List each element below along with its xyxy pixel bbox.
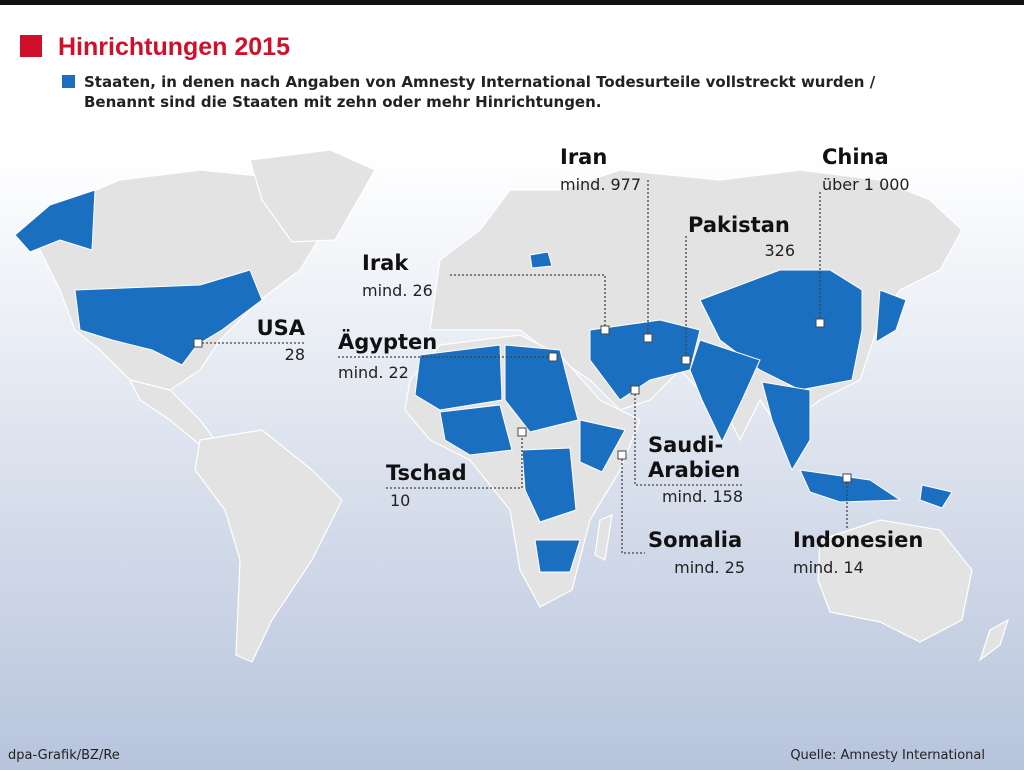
country-name: USA bbox=[257, 316, 306, 340]
source: Quelle: Amnesty International bbox=[790, 748, 985, 763]
country-name: Indonesien bbox=[793, 528, 923, 552]
legend-swatch bbox=[62, 75, 75, 88]
country-name: Saudi- bbox=[648, 433, 723, 457]
credit: dpa-Grafik/BZ/Re bbox=[8, 748, 120, 763]
legend-text: Benannt sind die Staaten mit zehn oder m… bbox=[84, 93, 602, 111]
country-count: mind. 158 bbox=[662, 487, 743, 506]
country-count: über 1 000 bbox=[822, 175, 910, 194]
world-map bbox=[13, 149, 1010, 663]
country-count: mind. 26 bbox=[362, 281, 433, 300]
top-bar bbox=[0, 0, 1024, 5]
country-name: Ägypten bbox=[338, 329, 437, 354]
country-name: Iran bbox=[560, 145, 607, 169]
country-count: mind. 22 bbox=[338, 363, 409, 382]
country-count: 10 bbox=[390, 491, 410, 510]
country-count: 28 bbox=[285, 345, 305, 364]
title: Hinrichtungen 2015 bbox=[58, 33, 290, 61]
title-square bbox=[20, 35, 42, 57]
country-name: Arabien bbox=[648, 458, 740, 482]
country-labels: Iran mind. 977 China über 1 000 Pakistan… bbox=[257, 145, 924, 577]
country-name: China bbox=[822, 145, 889, 169]
country-name: Tschad bbox=[386, 461, 467, 485]
country-count: mind. 25 bbox=[674, 558, 745, 577]
country-name: Pakistan bbox=[688, 213, 790, 237]
country-count: 326 bbox=[764, 241, 795, 260]
country-count: mind. 977 bbox=[560, 175, 641, 194]
country-name: Irak bbox=[362, 251, 409, 275]
leaders bbox=[193, 180, 852, 554]
legend-text: Staaten, in denen nach Angaben von Amnes… bbox=[84, 73, 876, 91]
country-count: mind. 14 bbox=[793, 558, 864, 577]
country-name: Somalia bbox=[648, 528, 742, 552]
